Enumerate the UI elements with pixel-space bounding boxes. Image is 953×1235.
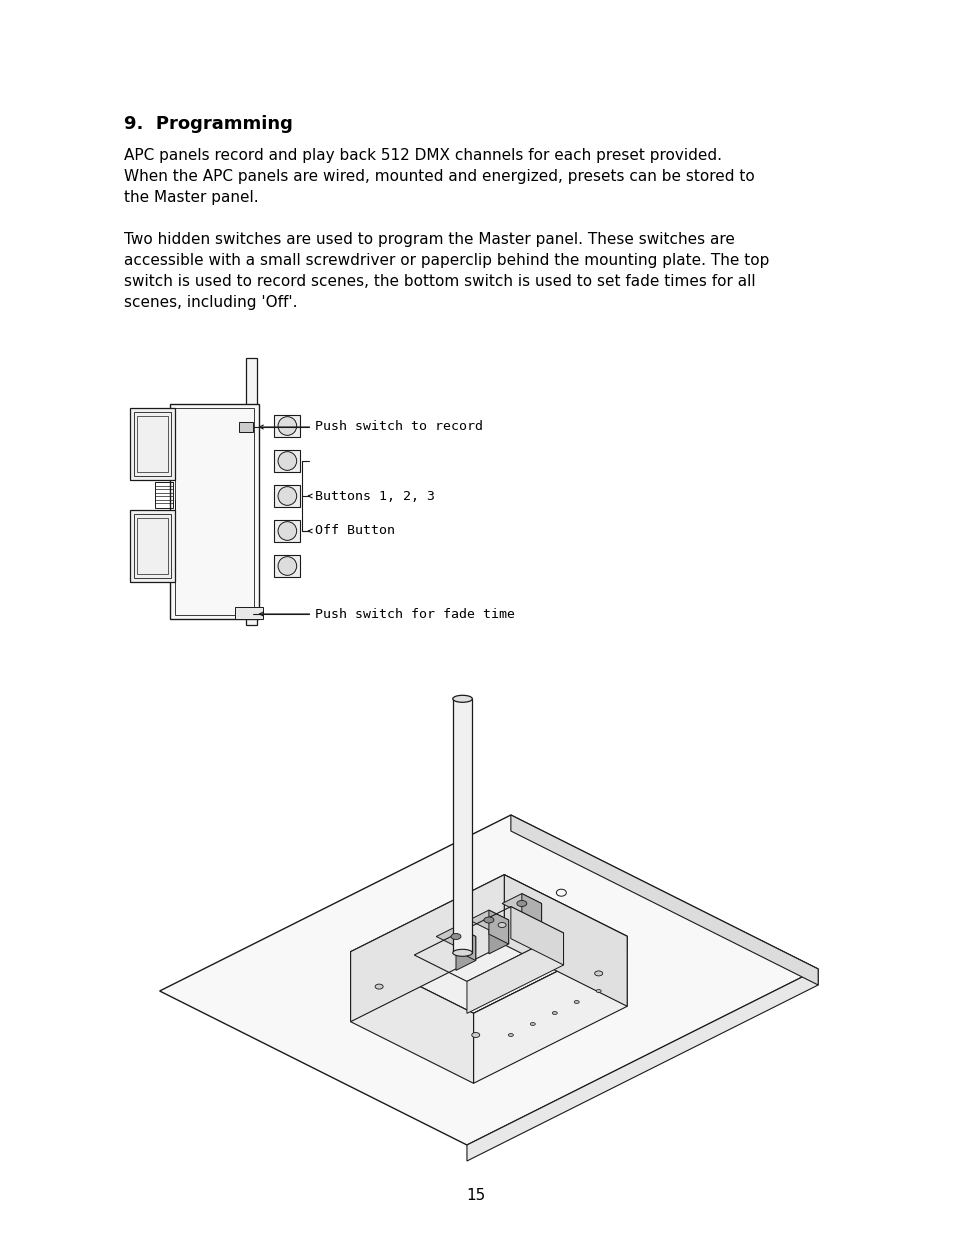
Polygon shape	[473, 936, 626, 1083]
Bar	[154, 482, 172, 508]
Bar	[274, 555, 300, 577]
Bar	[133, 514, 171, 578]
Polygon shape	[351, 874, 504, 1021]
Bar	[239, 422, 253, 432]
Ellipse shape	[596, 989, 600, 993]
Ellipse shape	[453, 950, 472, 956]
Text: Off Button: Off Button	[314, 525, 395, 537]
Ellipse shape	[530, 1023, 535, 1025]
Polygon shape	[456, 936, 476, 971]
Ellipse shape	[277, 521, 296, 541]
Polygon shape	[521, 904, 541, 937]
Ellipse shape	[574, 1000, 578, 1004]
Polygon shape	[159, 815, 818, 1145]
Polygon shape	[510, 906, 563, 965]
Polygon shape	[351, 874, 626, 1013]
Bar	[274, 520, 300, 542]
Ellipse shape	[277, 416, 296, 436]
Ellipse shape	[277, 452, 296, 471]
Ellipse shape	[552, 1011, 557, 1014]
Polygon shape	[466, 969, 818, 1161]
Ellipse shape	[594, 971, 602, 976]
Bar	[246, 358, 257, 625]
Bar	[136, 416, 168, 472]
Polygon shape	[521, 894, 541, 927]
Polygon shape	[473, 936, 626, 1024]
Polygon shape	[351, 952, 473, 1083]
Bar	[130, 510, 174, 582]
Polygon shape	[469, 910, 508, 930]
Bar	[274, 450, 300, 472]
Bar	[136, 517, 168, 574]
Text: Two hidden switches are used to program the Master panel. These switches are
acc: Two hidden switches are used to program …	[124, 232, 768, 310]
Polygon shape	[504, 874, 626, 1007]
Polygon shape	[436, 926, 476, 946]
Text: Push switch to record: Push switch to record	[314, 420, 483, 433]
Polygon shape	[488, 910, 508, 944]
Ellipse shape	[517, 900, 526, 906]
Polygon shape	[488, 920, 508, 953]
Bar	[274, 415, 300, 437]
Bar	[174, 408, 254, 615]
Ellipse shape	[277, 487, 296, 505]
Polygon shape	[501, 894, 541, 914]
Ellipse shape	[483, 918, 494, 923]
Bar	[133, 412, 171, 475]
Bar	[235, 606, 263, 619]
Ellipse shape	[375, 984, 383, 989]
Bar	[239, 609, 253, 619]
Text: APC panels record and play back 512 DMX channels for each preset provided.
When : APC panels record and play back 512 DMX …	[124, 148, 754, 205]
Ellipse shape	[451, 934, 460, 940]
Ellipse shape	[471, 1032, 479, 1037]
Ellipse shape	[453, 695, 472, 703]
Ellipse shape	[277, 557, 296, 576]
Text: Push switch for fade time: Push switch for fade time	[314, 608, 515, 620]
Polygon shape	[453, 699, 472, 952]
Bar	[274, 485, 300, 508]
Text: Buttons 1, 2, 3: Buttons 1, 2, 3	[314, 489, 435, 503]
Bar	[130, 408, 174, 480]
Ellipse shape	[497, 923, 505, 927]
Bar	[170, 404, 259, 619]
Polygon shape	[466, 932, 563, 1014]
Polygon shape	[456, 926, 476, 961]
Text: 9.  Programming: 9. Programming	[124, 115, 293, 133]
Polygon shape	[510, 815, 818, 986]
Ellipse shape	[508, 1034, 513, 1036]
Text: 15: 15	[466, 1188, 485, 1203]
Polygon shape	[504, 874, 626, 946]
